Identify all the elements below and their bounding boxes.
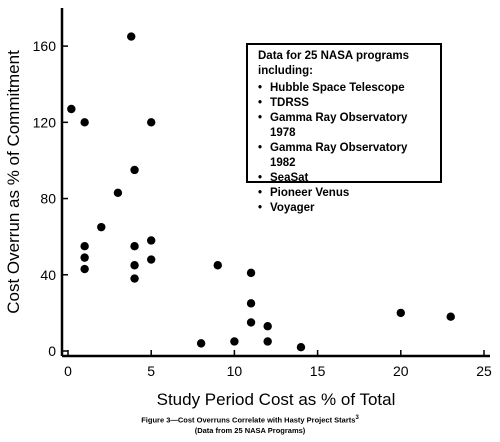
data-point — [246, 318, 256, 327]
data-point — [396, 308, 405, 318]
legend-item-label: Gamma Ray Observatory 1982 — [270, 142, 408, 169]
legend-item-label: Hubble Space Telescope — [270, 82, 405, 94]
x-tick-label: 15 — [310, 363, 326, 379]
data-point — [130, 165, 139, 175]
y-tick-label: 80 — [40, 191, 56, 207]
bullet-icon: • — [258, 82, 263, 94]
caption-text: Figure 3—Cost Overruns Correlate with Ha… — [141, 415, 356, 425]
data-point — [446, 312, 455, 321]
legend-item: • SeaSat — [258, 171, 434, 186]
legend-list: • Hubble Space Telescope • TDRSS • Gamma Ray … — [258, 81, 434, 216]
data-point — [127, 32, 136, 41]
data-point — [246, 299, 256, 308]
data-point — [213, 261, 222, 270]
data-point — [130, 241, 139, 251]
x-tick-label: 5 — [147, 363, 155, 379]
legend-item: • Hubble Space Telescope — [258, 81, 434, 96]
legend-item: • Pioneer Venus — [258, 186, 434, 201]
legend-item: • TDRSS — [258, 96, 434, 111]
data-point — [296, 342, 306, 352]
legend-heading: Data for 25 NASA programs including: — [258, 50, 410, 77]
data-point — [80, 264, 89, 274]
data-points — [67, 32, 455, 352]
y-tick-label: 120 — [33, 114, 57, 130]
legend-item-label: Gamma Ray Observatory 1978 — [270, 112, 408, 139]
bullet-icon: • — [258, 202, 263, 214]
data-point — [263, 337, 272, 346]
legend-item-label: Voyager — [270, 202, 315, 214]
axes — [60, 8, 490, 358]
data-point — [67, 104, 76, 114]
bullet-icon: • — [258, 97, 263, 109]
caption-subtext: (Data from 25 NASA Programs) — [194, 426, 306, 435]
data-point — [263, 322, 272, 331]
data-point — [113, 188, 123, 198]
x-tick-label: 10 — [227, 363, 243, 379]
data-point — [130, 274, 139, 283]
y-tick-label: 0 — [48, 343, 56, 359]
data-point — [246, 268, 256, 278]
figure-caption-line2: (Data from 25 NASA Programs) — [0, 426, 500, 435]
bullet-icon: • — [258, 172, 263, 184]
legend-item-label: TDRSS — [270, 97, 309, 109]
data-point — [230, 337, 239, 346]
data-point — [130, 261, 139, 270]
data-point — [147, 118, 156, 127]
y-tick-label: 160 — [33, 38, 57, 54]
bullet-icon: • — [258, 142, 263, 154]
legend-item: • Gamma Ray Observatory 1978 — [258, 111, 434, 141]
data-point — [196, 339, 206, 348]
x-ticks: 0 5 10 15 20 25 — [64, 350, 492, 379]
legend-item-label: SeaSat — [270, 172, 309, 184]
x-axis-label: Study Period Cost as % of Total — [157, 390, 396, 409]
x-tick-label: 25 — [476, 363, 492, 379]
x-tick-label: 20 — [393, 363, 409, 379]
data-point — [97, 222, 106, 232]
x-tick-label: 0 — [64, 363, 72, 379]
caption-superscript: 3 — [355, 415, 359, 421]
figure-caption-line1: Figure 3—Cost Overruns Correlate with Ha… — [0, 415, 500, 425]
legend-item-label: Pioneer Venus — [270, 187, 350, 199]
legend-item: • Gamma Ray Observatory 1982 — [258, 141, 434, 171]
y-tick-label: 40 — [40, 267, 56, 283]
legend: Data for 25 NASA programs including: • Hu… — [246, 43, 442, 214]
data-point — [147, 236, 156, 245]
legend-item: • Voyager — [258, 201, 434, 216]
bullet-icon: • — [258, 187, 263, 199]
bullet-icon: • — [258, 112, 263, 124]
y-axis-label: Cost Overrun as % of Commitment — [4, 50, 23, 314]
data-point — [80, 253, 89, 262]
y-ticks: 0 40 80 120 160 — [33, 38, 68, 359]
data-point — [147, 255, 156, 264]
data-point — [80, 118, 89, 127]
data-point — [80, 241, 89, 251]
